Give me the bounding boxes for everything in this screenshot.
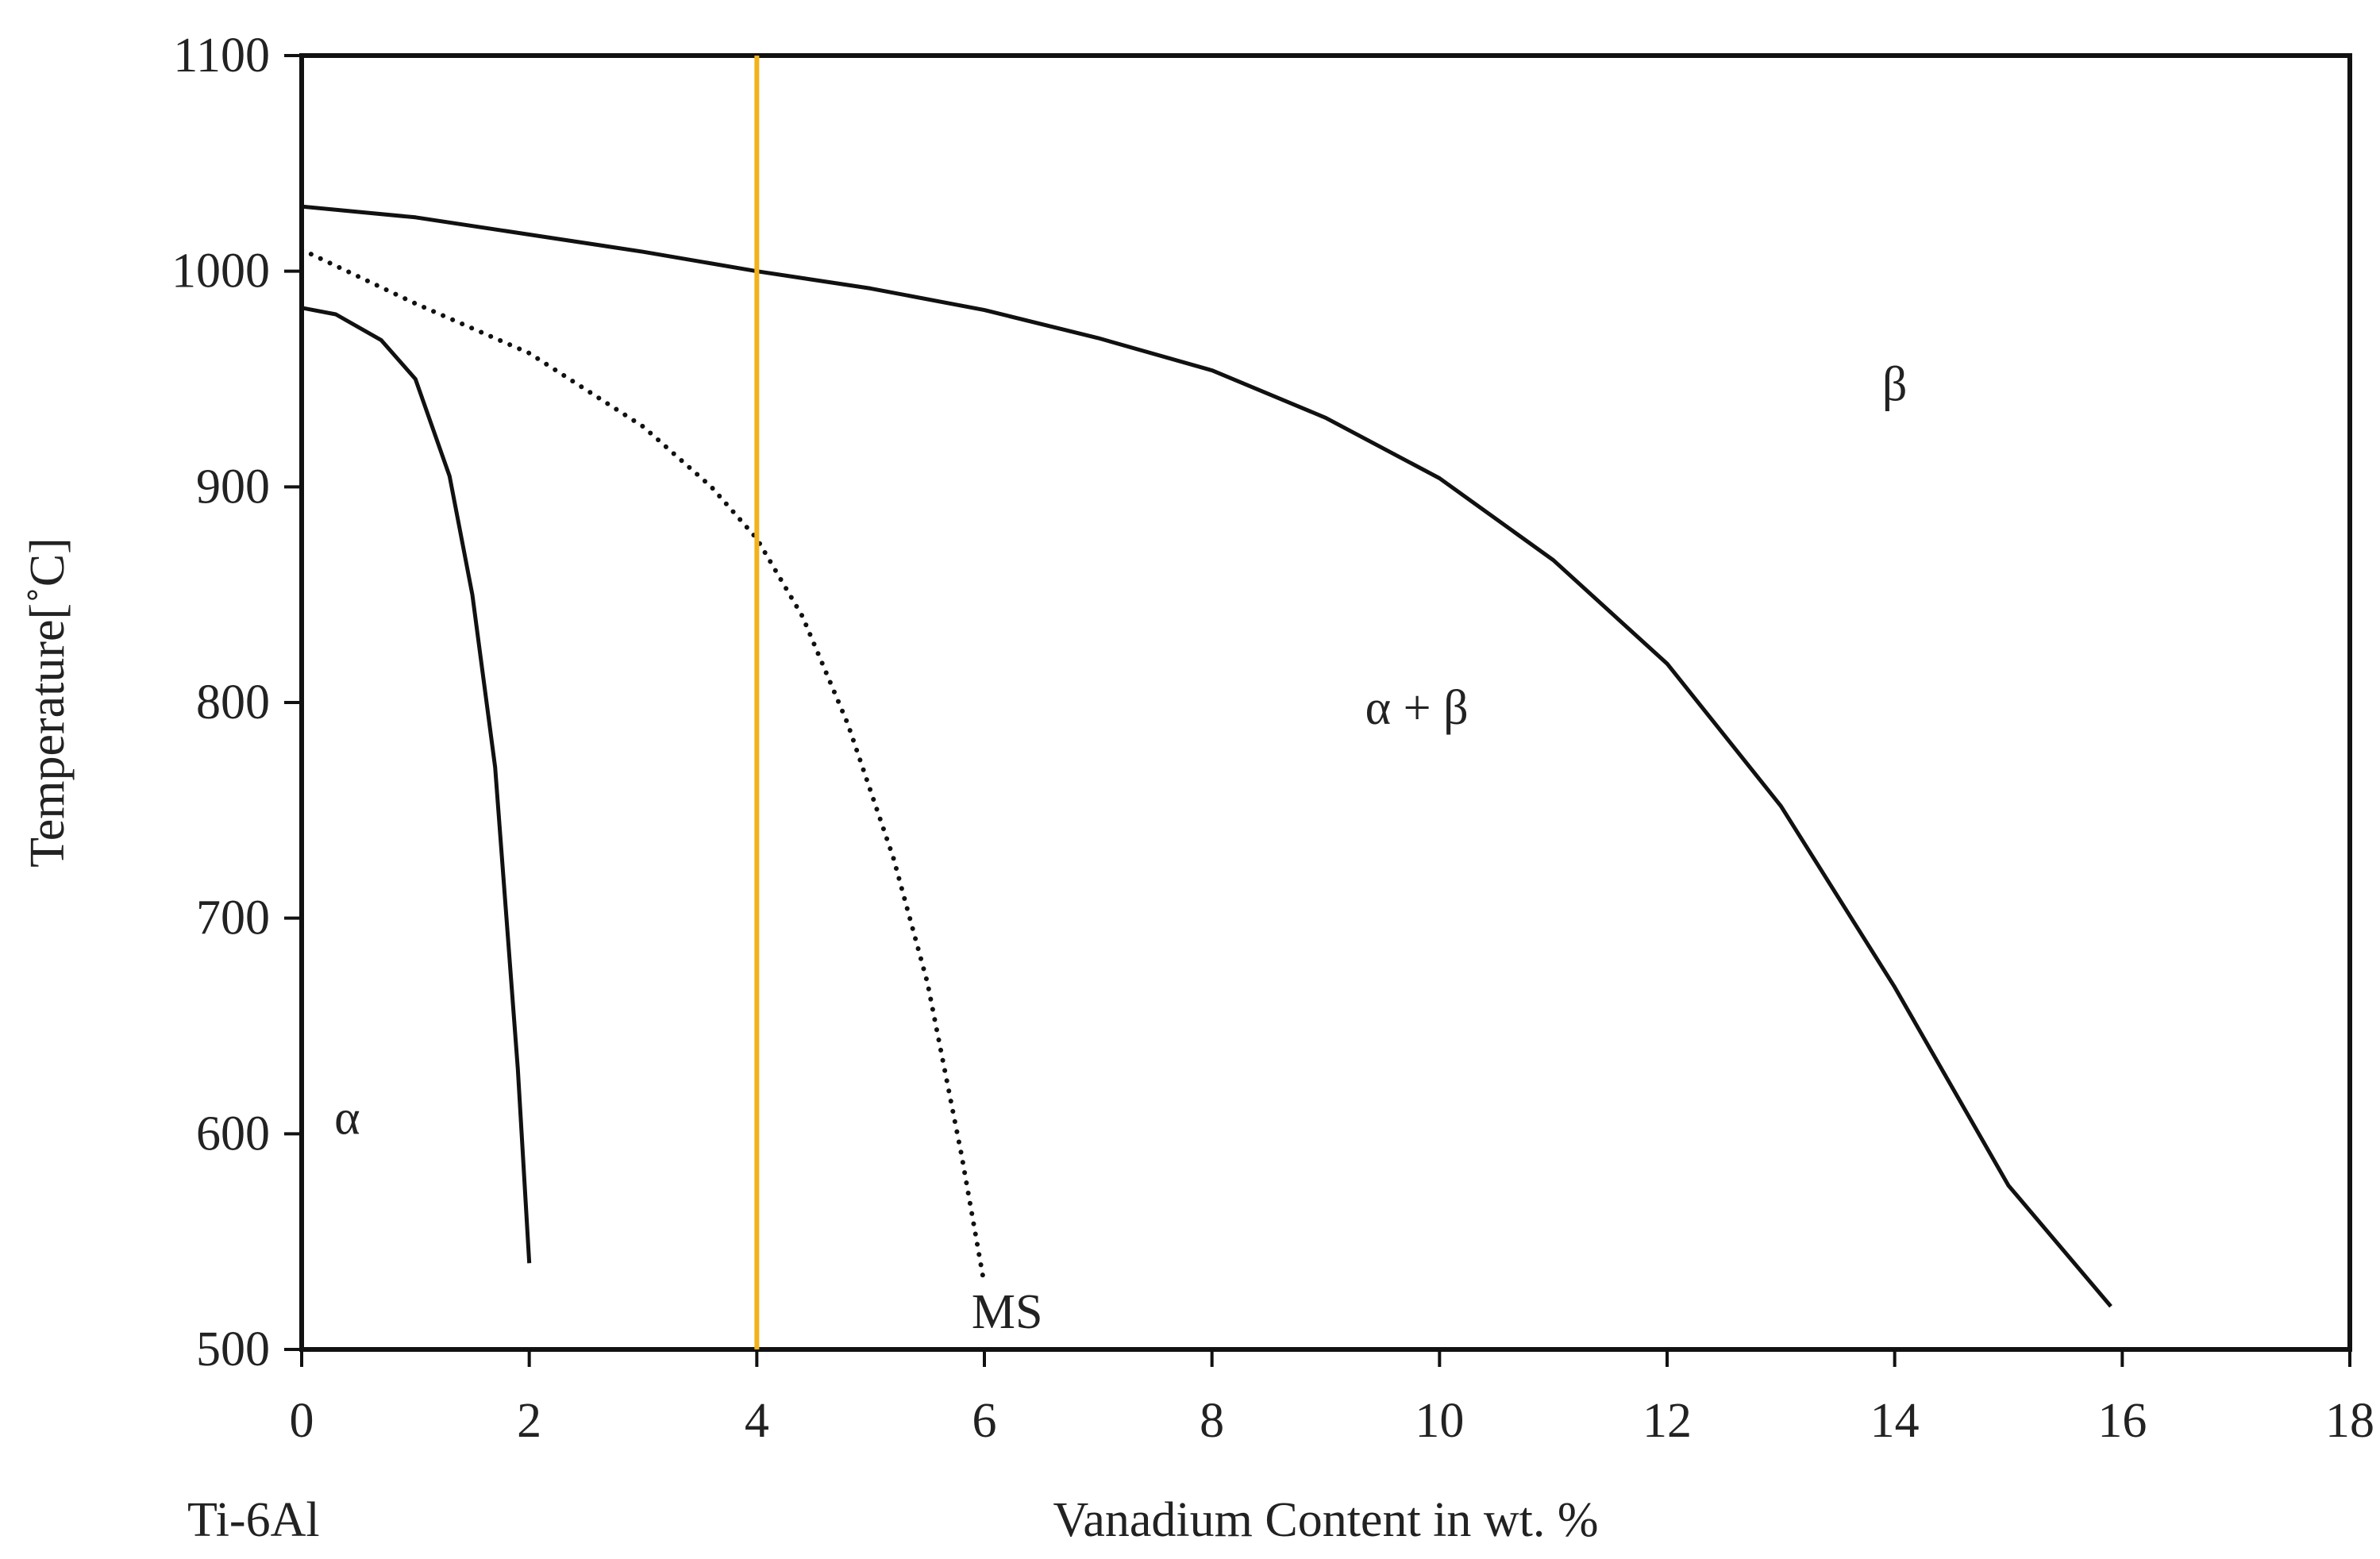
- x-tick-label: 14: [1870, 1394, 1920, 1448]
- phase-boundary-curve-3: [301, 306, 532, 1264]
- x-tick-label: 8: [1200, 1394, 1224, 1448]
- x-tick-label: 12: [1643, 1394, 1692, 1448]
- region-label: α + β: [1365, 681, 1469, 735]
- y-tick-label: 1100: [173, 29, 270, 83]
- x-tick-label: 16: [2097, 1394, 2147, 1448]
- base-alloy-label: Ti-6Al: [187, 1493, 320, 1547]
- y-tick-label: 800: [196, 676, 270, 729]
- y-ticks: 500 600 700 800 900 1000 1100: [171, 29, 302, 1376]
- region-label: α: [334, 1091, 360, 1145]
- phase-boundary-curve-1: [301, 204, 2112, 1308]
- region-label: MS: [972, 1285, 1043, 1339]
- region-label: β: [1882, 358, 1908, 412]
- x-axis-title: Vanadium Content in wt. %: [1053, 1493, 1598, 1547]
- x-tick-label: 18: [2325, 1394, 2374, 1448]
- y-tick-label: 900: [196, 460, 270, 514]
- x-tick-label: 0: [290, 1394, 314, 1448]
- x-ticks: 0 2 4 6 8 10 12 14 16 18: [290, 1349, 2374, 1448]
- x-tick-label: 2: [517, 1394, 541, 1448]
- x-tick-label: 10: [1415, 1394, 1464, 1448]
- plot-frame: [299, 53, 2352, 1352]
- curves-layer: [299, 204, 2112, 1308]
- y-tick-label: 500: [196, 1322, 270, 1376]
- y-tick-label: 1000: [171, 244, 270, 298]
- x-tick-label: 6: [972, 1394, 997, 1448]
- phase-boundary-curve-2: [299, 247, 987, 1288]
- y-tick-label: 600: [196, 1107, 270, 1161]
- y-axis-title: Temperature[˚C]: [21, 537, 75, 868]
- x-tick-label: 4: [745, 1394, 769, 1448]
- annotations-layer: β α + β α MS: [334, 358, 1907, 1339]
- y-tick-label: 700: [196, 891, 270, 945]
